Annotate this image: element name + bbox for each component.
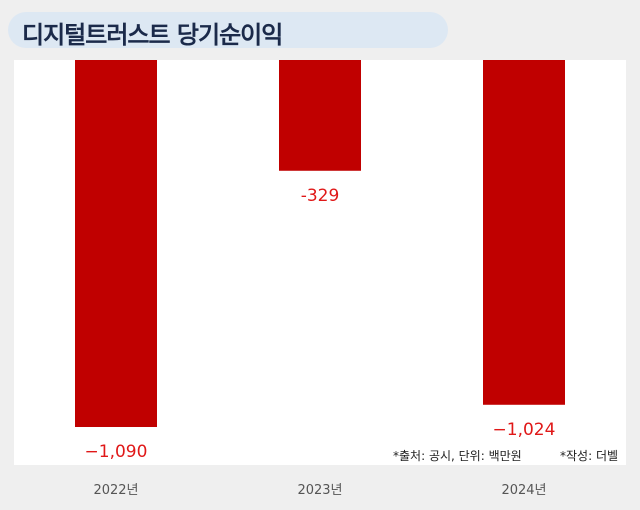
bar-2022년: [75, 60, 157, 428]
x-tick-label-2023년: 2023년: [297, 483, 342, 498]
title-banner: [8, 12, 448, 48]
data-label-2023년: -329: [301, 186, 340, 206]
x-tick-label-2022년: 2022년: [93, 483, 138, 498]
data-label-2024년: −1,024: [493, 420, 556, 440]
author-note: *작성: 더벨: [560, 449, 618, 463]
source-note: *출처: 공시, 단위: 백만원: [393, 449, 522, 463]
chart-title: 디지털트러스트 당기순이익: [22, 21, 283, 49]
data-labels-group: −1,090 -329 −1,024: [85, 186, 556, 462]
bar-2023년: [279, 60, 361, 171]
x-tick-label-2024년: 2024년: [501, 483, 546, 498]
data-label-2022년: −1,090: [85, 442, 148, 462]
x-tick-labels-group: 2022년 2023년 2024년: [93, 483, 546, 498]
bars-group: [75, 60, 565, 428]
bar-2024년: [483, 60, 565, 405]
